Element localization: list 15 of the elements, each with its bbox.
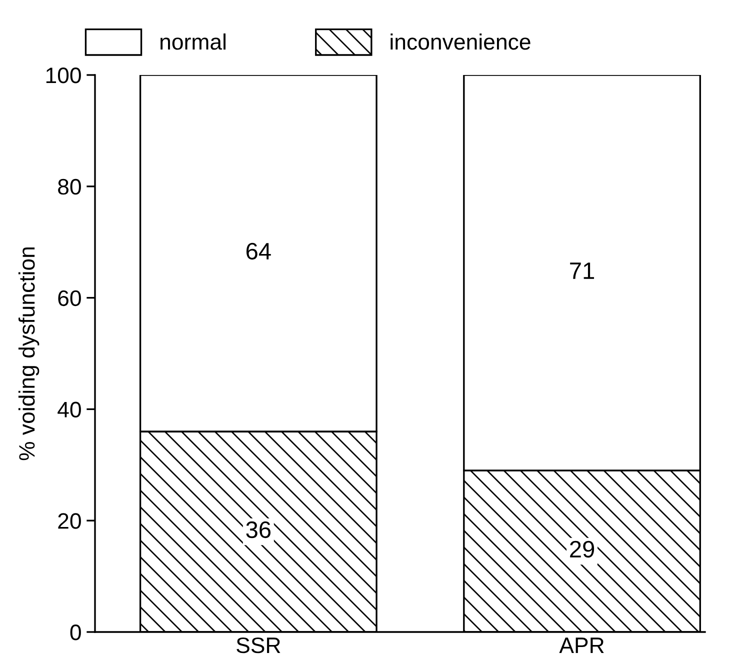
y-tick-label: 80 [58,178,81,195]
y-tick-label: 60 [58,290,81,306]
legend-label: normal [160,33,226,50]
y-tick-label: 20 [58,513,81,529]
data-label: 71 [570,262,594,279]
y-tick-label: 40 [58,402,81,418]
data-label: 29 [570,540,594,558]
data-label: 64 [246,242,271,260]
legend-label: inconvenience [390,33,530,50]
x-tick-label: APR [559,638,604,653]
y-tick-label: 0 [70,624,81,640]
y-tick-label: 100 [46,68,81,84]
data-label: 36 [246,521,271,538]
x-tick-label: SSR [236,637,280,654]
y-axis-title: % voiding dysfunction [18,247,40,460]
